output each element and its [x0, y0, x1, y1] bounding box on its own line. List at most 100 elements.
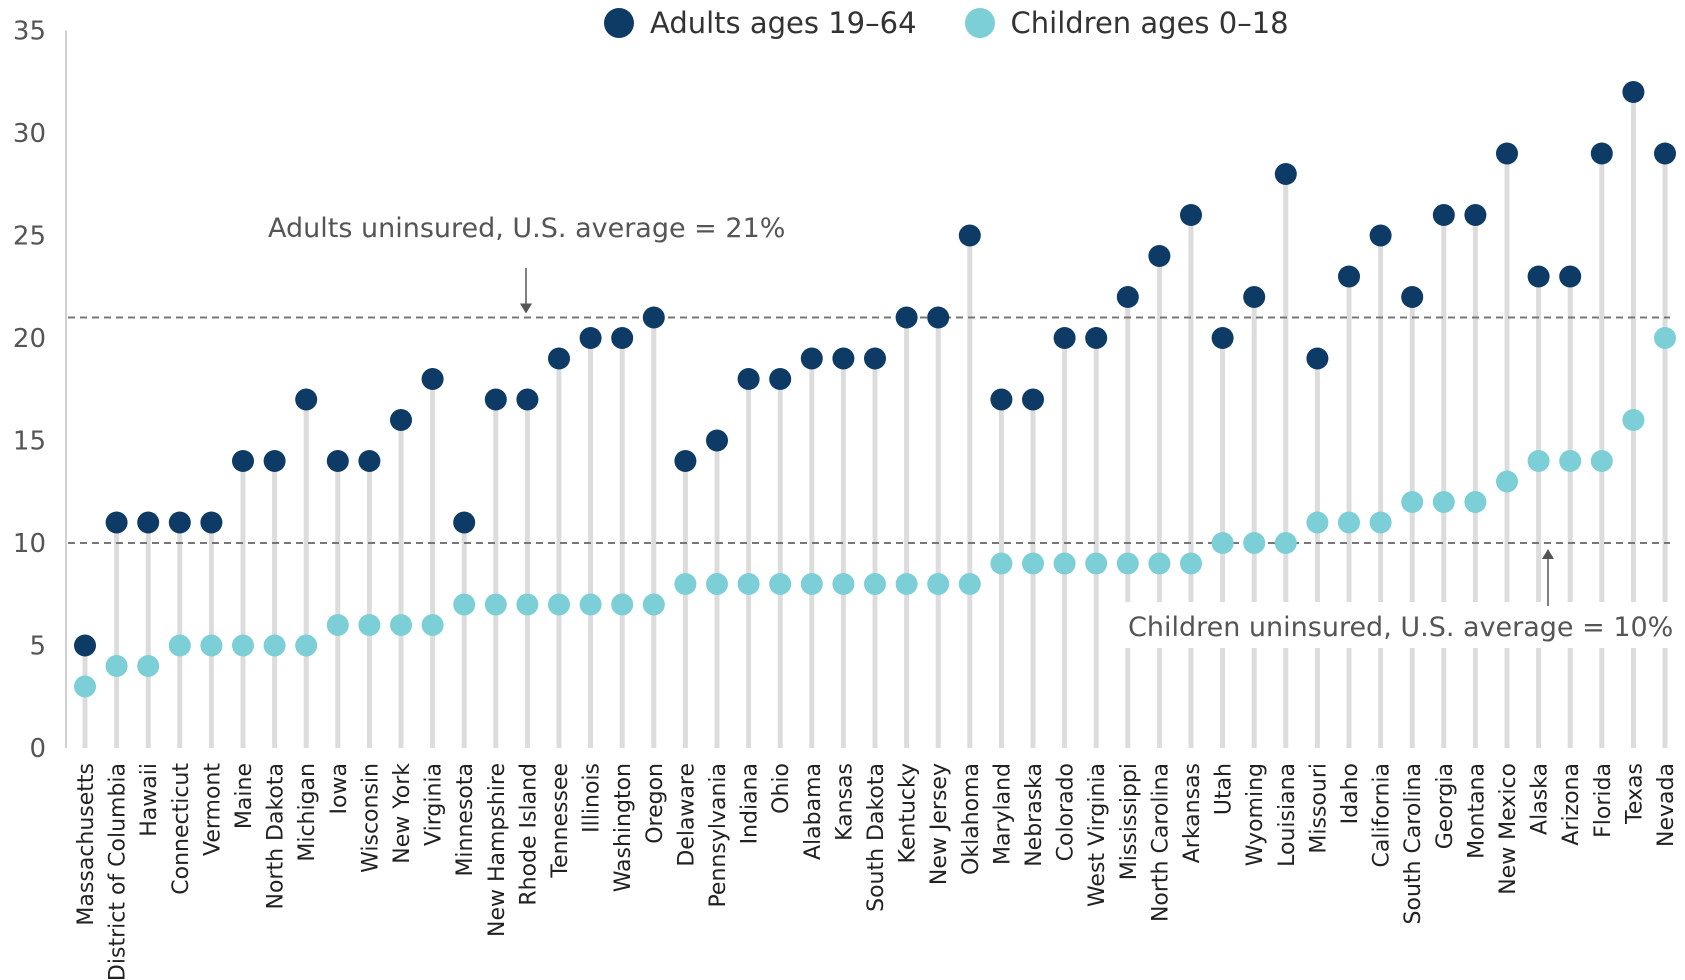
children-dot	[1243, 532, 1266, 554]
category-label: Pennsylvania	[706, 763, 731, 908]
y-tick-label: 10	[13, 529, 46, 559]
children-dot	[642, 593, 665, 616]
category-label: Alabama	[801, 763, 826, 860]
children-dot	[105, 655, 128, 677]
children-dot	[1053, 552, 1076, 575]
children-dot	[1022, 552, 1044, 575]
category-label: Vermont	[200, 763, 225, 856]
axis-layer: 0 5 10 15 20 25 30 35	[13, 17, 67, 764]
children-dot	[1401, 491, 1424, 513]
children-dot	[421, 614, 444, 636]
adults-dot	[1496, 142, 1518, 165]
category-label: Michigan	[295, 763, 320, 862]
legend-item-children: Children ages 0–18	[964, 6, 1289, 40]
children-dot	[832, 573, 855, 595]
children-dot	[326, 614, 349, 636]
adults-dot	[1085, 327, 1108, 349]
children-dot	[769, 573, 792, 595]
category-label: New Jersey	[927, 763, 952, 885]
y-tick-label: 20	[13, 324, 46, 354]
category-label: Iowa	[327, 763, 352, 814]
y-tick-label: 25	[13, 222, 46, 252]
category-label: Idaho	[1338, 763, 1363, 824]
children-dot	[295, 634, 318, 657]
y-tick-label: 5	[29, 632, 46, 662]
y-tick-label: 30	[13, 119, 46, 149]
category-label: Kentucky	[896, 763, 921, 863]
adults-dot	[105, 511, 128, 534]
children-dot	[1306, 511, 1329, 534]
adults-dot	[453, 511, 476, 534]
children-legend-marker	[964, 8, 995, 38]
children-dot	[1211, 532, 1234, 554]
legend: Adults ages 19–64 Children ages 0–18	[604, 6, 1337, 40]
category-label: Louisiana	[1275, 763, 1300, 867]
children-dot	[864, 573, 886, 595]
annotations-layer: Adults uninsured, U.S. average = 21% Chil…	[268, 213, 1678, 648]
adults-dot	[958, 224, 981, 247]
category-label: New Mexico	[1496, 763, 1521, 895]
children-dot	[1654, 327, 1676, 349]
category-label: South Dakota	[864, 763, 889, 912]
category-label: California	[1370, 763, 1395, 867]
children-dot	[706, 573, 728, 595]
category-label: Wisconsin	[358, 763, 383, 873]
annotation-background	[1120, 602, 1678, 648]
adults-dot	[1338, 265, 1360, 288]
reference-label: Children uninsured, U.S. average = 10%	[1128, 612, 1673, 643]
adults-dot	[1116, 286, 1139, 308]
children-dot	[168, 634, 191, 657]
category-label: Missouri	[1306, 763, 1331, 854]
category-label: Minnesota	[453, 763, 478, 877]
adults-dot	[611, 327, 634, 349]
adults-dot	[1527, 265, 1550, 288]
category-label: Texas	[1622, 763, 1647, 825]
adults-dot	[1211, 327, 1234, 349]
category-label: Hawaii	[137, 763, 162, 837]
category-label: Montana	[1464, 763, 1489, 859]
adults-dot	[927, 306, 950, 329]
adults-dot	[1148, 245, 1171, 267]
adults-dot	[1654, 142, 1676, 165]
children-dot	[1148, 552, 1171, 575]
adults-dot	[326, 450, 349, 472]
children-dot	[390, 614, 412, 636]
category-label: Oklahoma	[959, 763, 984, 875]
adults-dot	[1559, 265, 1582, 288]
adults-dot	[390, 409, 412, 431]
category-label: Illinois	[580, 763, 605, 833]
category-label: Nebraska	[1022, 763, 1047, 867]
category-label: Alaska	[1528, 763, 1553, 835]
category-label: Massachusetts	[74, 763, 99, 926]
adults-dot	[484, 388, 507, 411]
category-label: Nevada	[1654, 763, 1679, 847]
category-labels-layer: Massachusetts District of Columbia Hawaii C…	[74, 763, 1679, 980]
category-label: Rhode Island	[516, 763, 541, 906]
category-label: Utah	[1212, 763, 1237, 815]
children-dot	[674, 573, 697, 595]
children-dot	[1274, 532, 1297, 554]
children-dot	[927, 573, 950, 595]
category-label: Florida	[1591, 763, 1616, 838]
y-tick-label: 35	[13, 17, 46, 47]
children-dot	[1116, 552, 1139, 575]
children-dot	[232, 634, 254, 657]
children-dot	[484, 593, 507, 616]
adults-dot	[579, 327, 602, 349]
children-dot	[737, 573, 760, 595]
y-tick-label: 15	[13, 427, 46, 457]
adults-dot	[200, 511, 223, 534]
category-label: Delaware	[674, 763, 699, 867]
adults-dot	[832, 347, 855, 370]
children-dot	[1464, 491, 1487, 513]
adults-dot	[516, 388, 539, 411]
children-dot	[137, 655, 160, 677]
category-label: North Carolina	[1148, 763, 1173, 922]
children-dot	[611, 593, 634, 616]
adults-dot	[1180, 204, 1202, 226]
adults-dot	[1432, 204, 1455, 226]
adults-legend-label: Adults ages 19–64	[650, 6, 917, 40]
category-label: Oregon	[643, 763, 668, 844]
children-dot	[1559, 450, 1582, 472]
adults-dot	[1022, 388, 1044, 411]
